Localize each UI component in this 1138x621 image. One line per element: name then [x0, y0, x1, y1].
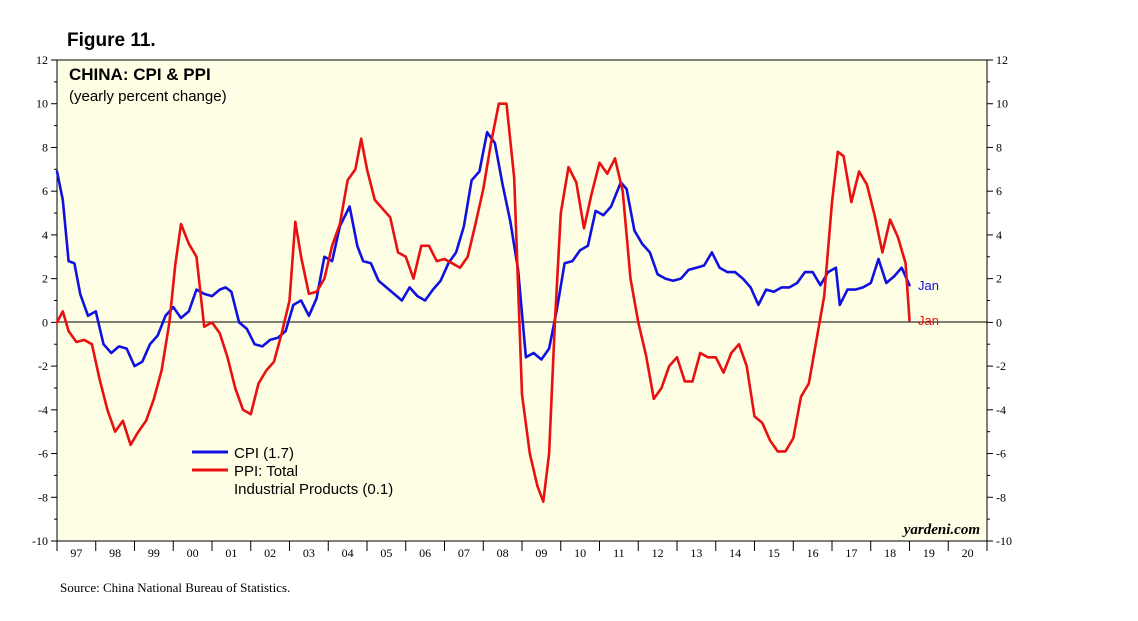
legend-ppi-label-line2: Industrial Products (0.1): [234, 481, 393, 498]
chart-subtitle: (yearly percent change): [69, 88, 227, 105]
y-tick-label-left: 6: [42, 184, 48, 198]
x-tick-label: 12: [652, 546, 664, 560]
y-tick-label-right: 8: [996, 140, 1002, 154]
y-tick-label-left: -4: [38, 403, 48, 417]
x-tick-label: 16: [807, 546, 819, 560]
y-tick-label-right: 6: [996, 184, 1002, 198]
x-tick-label: 97: [70, 546, 82, 560]
legend: CPI (1.7) PPI: Total Industrial Products…: [192, 445, 393, 498]
y-tick-label-right: 12: [996, 53, 1008, 67]
y-tick-label-left: -10: [32, 534, 48, 548]
cpi-series-line: [55, 130, 911, 368]
x-tick-label: 99: [148, 546, 160, 560]
figure-label: Figure 11.: [67, 30, 156, 51]
watermark: yardeni.com: [902, 522, 980, 538]
x-tick-label: 98: [109, 546, 121, 560]
chart-title: CHINA: CPI & PPI: [69, 65, 211, 84]
end-label-cpi: Jan: [918, 278, 939, 293]
x-tick-label: 14: [729, 546, 741, 560]
x-tick-label: 20: [962, 546, 974, 560]
x-tick-label: 15: [768, 546, 780, 560]
x-tick-label: 13: [690, 546, 702, 560]
y-tick-label-left: 0: [42, 315, 48, 329]
x-tick-label: 10: [574, 546, 586, 560]
y-tick-label-right: 0: [996, 315, 1002, 329]
x-tick-label: 05: [380, 546, 392, 560]
x-tick-label: 01: [225, 546, 237, 560]
end-label-ppi: Jan: [918, 313, 939, 328]
y-tick-label-left: -8: [38, 490, 48, 504]
x-tick-label: 04: [342, 546, 354, 560]
x-tick-label: 06: [419, 546, 431, 560]
y-tick-label-right: -6: [996, 447, 1006, 461]
x-tick-label: 02: [264, 546, 276, 560]
y-tick-label-right: -4: [996, 403, 1006, 417]
x-tick-label: 18: [884, 546, 896, 560]
y-tick-label-left: 8: [42, 140, 48, 154]
x-tick-label: 11: [613, 546, 625, 560]
y-tick-label-right: -2: [996, 359, 1006, 373]
x-tick-label: 17: [845, 546, 857, 560]
source-note: Source: China National Bureau of Statist…: [60, 580, 291, 595]
y-tick-label-right: 10: [996, 97, 1008, 111]
y-tick-label-right: 2: [996, 272, 1002, 286]
legend-ppi-label-line1: PPI: Total: [234, 463, 298, 480]
legend-cpi-label: CPI (1.7): [234, 445, 294, 462]
ppi-series-line: [55, 102, 911, 503]
x-tick-label: 08: [497, 546, 509, 560]
x-tick-label: 03: [303, 546, 315, 560]
y-tick-label-right: -8: [996, 490, 1006, 504]
y-tick-label-left: 4: [42, 228, 48, 242]
x-tick-label: 00: [187, 546, 199, 560]
y-tick-label-left: 12: [36, 53, 48, 67]
y-tick-label-left: 10: [36, 97, 48, 111]
x-tick-label: 09: [535, 546, 547, 560]
y-tick-label-left: -2: [38, 359, 48, 373]
y-tick-label-right: -10: [996, 534, 1012, 548]
y-tick-label-left: -6: [38, 447, 48, 461]
x-tick-label: 19: [923, 546, 935, 560]
y-tick-label-left: 2: [42, 272, 48, 286]
y-tick-label-right: 4: [996, 228, 1002, 242]
x-tick-label: 07: [458, 546, 470, 560]
